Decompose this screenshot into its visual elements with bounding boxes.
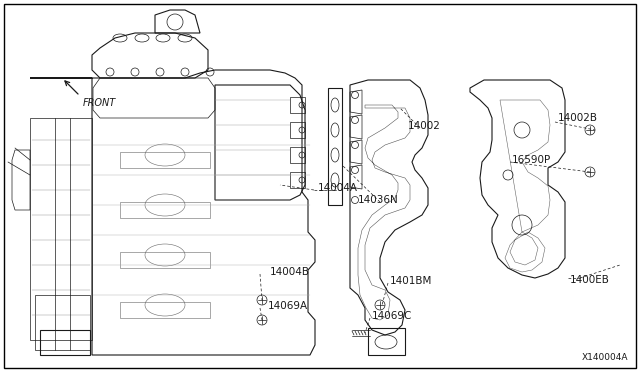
Text: 14002: 14002 xyxy=(408,121,441,131)
Text: 14004B: 14004B xyxy=(270,267,310,277)
Text: 14002B: 14002B xyxy=(558,113,598,123)
Text: 1400EB: 1400EB xyxy=(570,275,610,285)
Text: FRONT: FRONT xyxy=(83,98,116,108)
Text: 14004A: 14004A xyxy=(318,183,358,193)
Text: 1401BM: 1401BM xyxy=(390,276,433,286)
Text: X140004A: X140004A xyxy=(582,353,628,362)
Text: 14036N: 14036N xyxy=(358,195,399,205)
Text: 14069A: 14069A xyxy=(268,301,308,311)
Text: 16590P: 16590P xyxy=(512,155,551,165)
Text: 14069C: 14069C xyxy=(372,311,412,321)
